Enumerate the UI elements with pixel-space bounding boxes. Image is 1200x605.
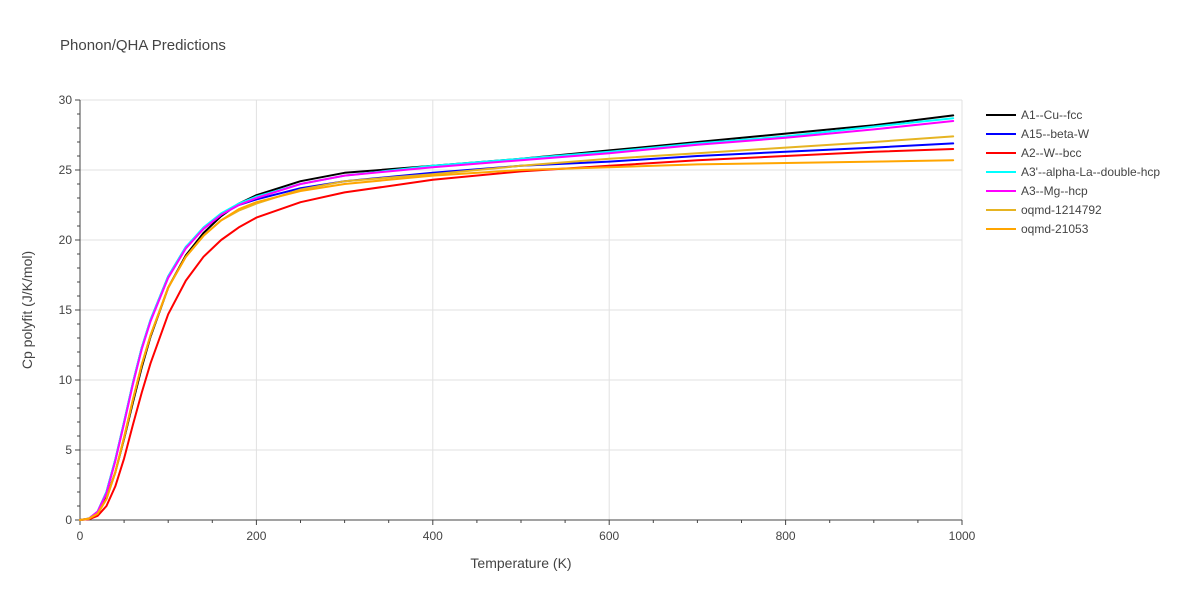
y-tick-label: 30 bbox=[59, 93, 73, 107]
series-line[interactable] bbox=[79, 142, 955, 521]
y-tick-label: 25 bbox=[59, 163, 73, 177]
x-axis-title: Temperature (K) bbox=[470, 555, 571, 571]
grid bbox=[80, 99, 963, 520]
legend-label[interactable]: A15--beta-W bbox=[1021, 127, 1090, 141]
x-tick-label: 1000 bbox=[949, 529, 976, 543]
series-line[interactable] bbox=[79, 117, 955, 521]
series-line[interactable] bbox=[79, 120, 955, 521]
legend-label[interactable]: A3--Mg--hcp bbox=[1021, 184, 1088, 198]
y-tick-label: 5 bbox=[65, 443, 72, 457]
series-line[interactable] bbox=[79, 135, 955, 521]
legend-label[interactable]: oqmd-21053 bbox=[1021, 222, 1089, 236]
x-tick-label: 400 bbox=[423, 529, 443, 543]
y-tick-label: 0 bbox=[65, 513, 72, 527]
legend[interactable]: A1--Cu--fcc A15--beta-W A2--W--bcc A3'--alp… bbox=[986, 108, 1160, 236]
y-tick-label: 10 bbox=[59, 373, 73, 387]
series-line[interactable] bbox=[79, 114, 955, 521]
y-tick-label: 15 bbox=[59, 303, 73, 317]
x-tick-label: 600 bbox=[599, 529, 619, 543]
legend-label[interactable]: A3'--alpha-La--double-hcp bbox=[1021, 165, 1160, 179]
y-axis-title: Cp polyfit (J/K/mol) bbox=[19, 251, 35, 369]
x-tick-label: 800 bbox=[776, 529, 796, 543]
x-tick-label: 200 bbox=[246, 529, 266, 543]
chart-title: Phonon/QHA Predictions bbox=[60, 37, 226, 54]
y-tick-label: 20 bbox=[59, 233, 73, 247]
legend-label[interactable]: oqmd-1214792 bbox=[1021, 203, 1102, 217]
series-line[interactable] bbox=[79, 148, 955, 521]
legend-label[interactable]: A2--W--bcc bbox=[1021, 146, 1081, 160]
legend-label[interactable]: A1--Cu--fcc bbox=[1021, 108, 1082, 122]
series-lines bbox=[79, 114, 955, 521]
axes: 0 200 400 600 800 1000 0 5 10 15 20 25 30 bbox=[59, 93, 976, 543]
series-line[interactable] bbox=[79, 159, 955, 521]
x-tick-label: 0 bbox=[77, 529, 84, 543]
